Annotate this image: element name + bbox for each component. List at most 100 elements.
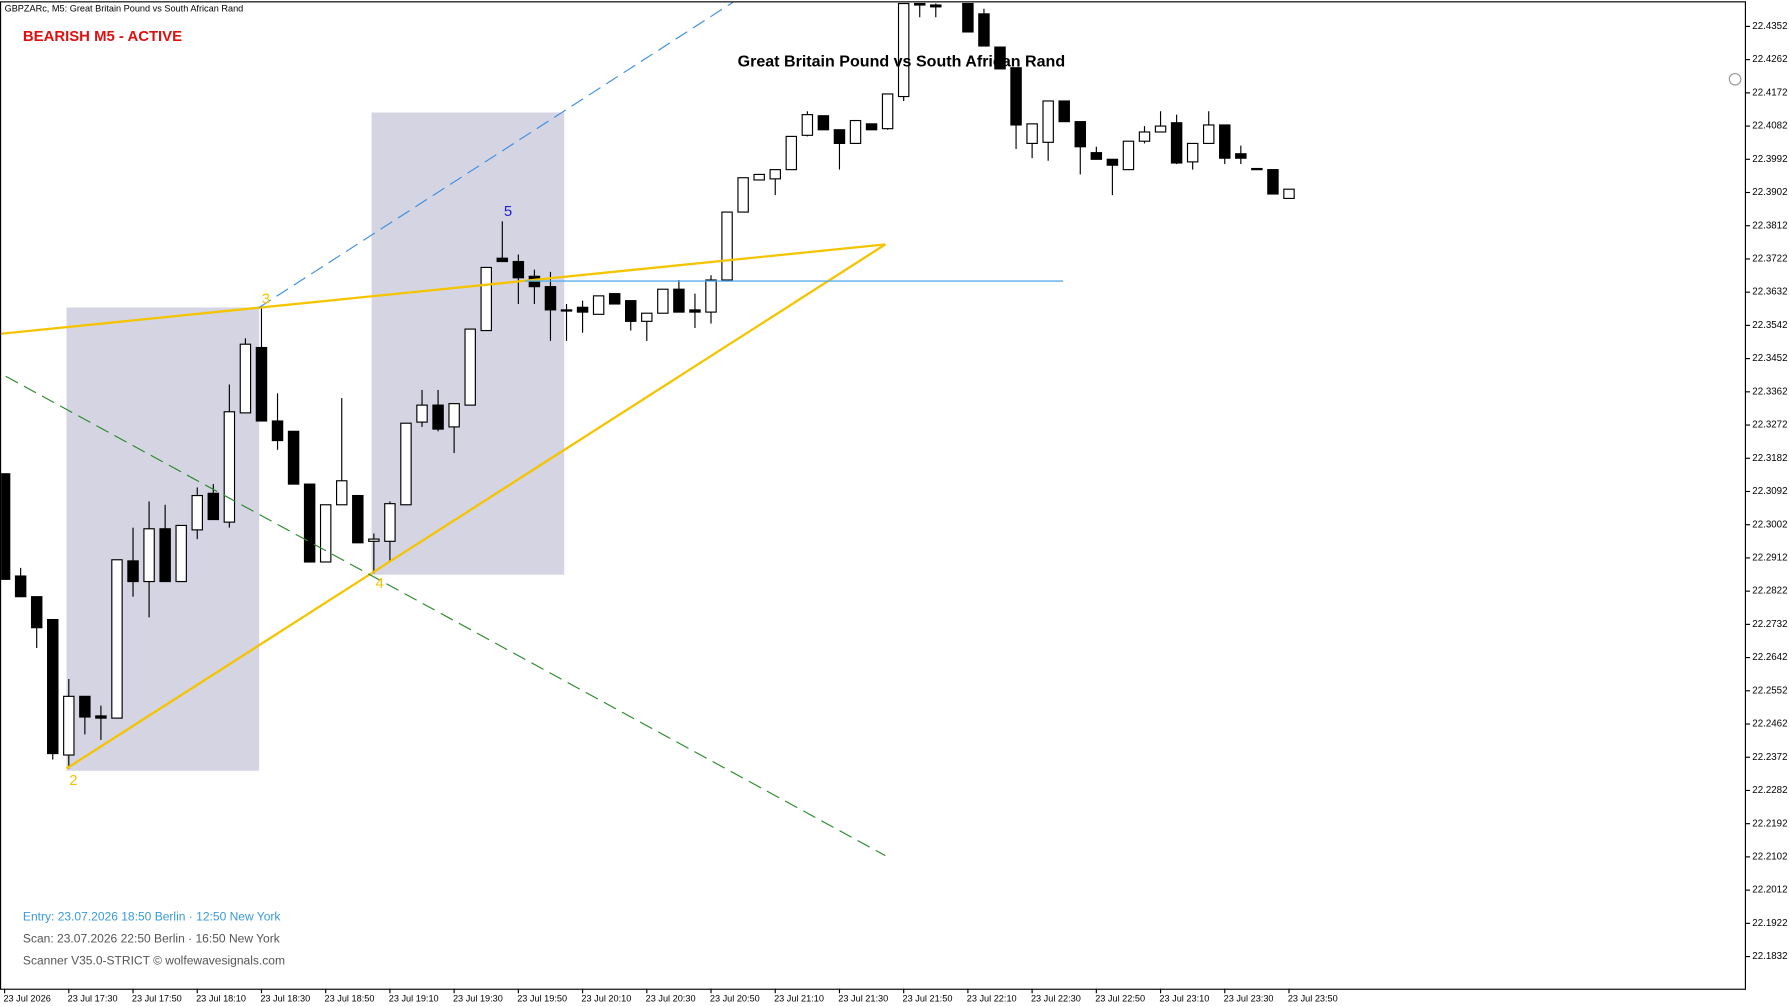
candle-body bbox=[400, 422, 412, 506]
y-tick-label: 22.4172 bbox=[1752, 87, 1787, 98]
candle-body bbox=[1251, 167, 1263, 171]
x-tick-label: 23 Jul 18:10 bbox=[196, 993, 246, 1003]
candle-body bbox=[994, 46, 1006, 70]
candle-body bbox=[930, 4, 942, 8]
y-tick-label: 22.3722 bbox=[1752, 254, 1787, 265]
candle-body bbox=[913, 2, 926, 6]
candle-body bbox=[1122, 140, 1135, 171]
candle-body bbox=[79, 695, 91, 718]
chart-header: GBPZARc, M5: Great Britain Pound vs Sout… bbox=[5, 4, 244, 14]
candle-body bbox=[223, 411, 236, 523]
y-tick-label: 22.2102 bbox=[1752, 851, 1787, 862]
candle-body bbox=[352, 494, 364, 544]
y-tick-label: 22.3992 bbox=[1752, 154, 1787, 165]
candle-body bbox=[881, 93, 894, 130]
x-tick-label: 23 Jul 19:10 bbox=[389, 993, 439, 1003]
candles bbox=[1, 2, 1295, 769]
x-tick-label: 23 Jul 2026 bbox=[3, 993, 50, 1003]
candle-body bbox=[1042, 100, 1054, 143]
candle-body bbox=[287, 430, 300, 485]
candle-body bbox=[47, 618, 59, 755]
y-tick-label: 22.3902 bbox=[1752, 187, 1787, 198]
candle-body bbox=[689, 309, 701, 313]
candle-body bbox=[432, 404, 444, 430]
candle-body bbox=[191, 494, 203, 531]
candle-body bbox=[319, 504, 332, 563]
x-tick-label: 23 Jul 22:50 bbox=[1095, 993, 1145, 1003]
x-tick-label: 23 Jul 23:50 bbox=[1288, 993, 1338, 1003]
candle-body bbox=[271, 420, 284, 442]
candle-body bbox=[448, 403, 460, 428]
y-tick-label: 22.3182 bbox=[1752, 453, 1787, 464]
candle-body bbox=[30, 596, 43, 629]
chart-title: Great Britain Pound vs South African Ran… bbox=[738, 52, 1066, 70]
candle-body bbox=[1074, 121, 1087, 148]
candle-body bbox=[1026, 123, 1038, 144]
candle-body bbox=[1, 473, 11, 580]
x-tick-label: 23 Jul 22:30 bbox=[1031, 993, 1081, 1003]
candle-body bbox=[657, 288, 669, 314]
candle-body bbox=[480, 266, 492, 332]
candle-body bbox=[849, 119, 862, 144]
y-tick-label: 22.1832 bbox=[1752, 951, 1787, 962]
y-tick-label: 22.2282 bbox=[1752, 785, 1787, 796]
candle-body bbox=[817, 115, 830, 131]
candle-body bbox=[159, 528, 171, 583]
candle-body bbox=[1154, 125, 1167, 133]
candle-body bbox=[737, 177, 749, 213]
x-tick-label: 23 Jul 17:30 bbox=[68, 993, 118, 1003]
wedge-lower bbox=[65, 243, 886, 770]
candle-body bbox=[833, 129, 846, 144]
y-tick-label: 22.3452 bbox=[1752, 353, 1787, 364]
y-tick-label: 22.3002 bbox=[1752, 519, 1787, 530]
candle-body bbox=[978, 13, 990, 47]
candle-body bbox=[1186, 142, 1199, 163]
y-tick-label: 22.3272 bbox=[1752, 420, 1787, 431]
candle-body bbox=[1106, 158, 1119, 166]
y-tick-label: 22.2012 bbox=[1752, 885, 1787, 896]
x-tick-label: 23 Jul 21:30 bbox=[838, 993, 888, 1003]
candle-body bbox=[496, 257, 509, 263]
candle-body bbox=[464, 328, 476, 406]
candle-body bbox=[127, 560, 139, 583]
info-scan: Scan: 23.07.2026 22:50 Berlin · 16:50 Ne… bbox=[23, 932, 281, 946]
y-tick-label: 22.3362 bbox=[1752, 386, 1787, 397]
candle-body bbox=[544, 286, 557, 311]
x-tick-label: 23 Jul 21:50 bbox=[903, 993, 953, 1003]
candle-body bbox=[255, 346, 268, 422]
y-tick-label: 22.3632 bbox=[1752, 287, 1787, 298]
candle-body bbox=[625, 300, 637, 322]
y-tick-label: 22.2732 bbox=[1752, 619, 1787, 630]
y-tick-label: 22.3092 bbox=[1752, 486, 1787, 497]
candle-body bbox=[1058, 100, 1070, 123]
y-tick-label: 22.2462 bbox=[1752, 719, 1787, 730]
candle-body bbox=[175, 524, 187, 583]
candle-body bbox=[641, 312, 653, 322]
wedge-upper bbox=[1, 243, 886, 335]
y-tick-label: 22.2822 bbox=[1752, 586, 1787, 597]
candle-body bbox=[143, 528, 155, 583]
x-tick-label: 23 Jul 20:50 bbox=[710, 993, 760, 1003]
x-tick-label: 23 Jul 19:50 bbox=[517, 993, 567, 1003]
candle-body bbox=[1267, 169, 1279, 195]
info-entry: Entry: 23.07.2026 18:50 Berlin · 12:50 N… bbox=[23, 910, 281, 924]
candle-body bbox=[1010, 67, 1022, 126]
x-tick-label: 23 Jul 18:50 bbox=[325, 993, 375, 1003]
y-tick-label: 22.2912 bbox=[1752, 553, 1787, 564]
candle-body bbox=[303, 483, 316, 563]
x-tick-label: 23 Jul 22:10 bbox=[967, 993, 1017, 1003]
candle-body bbox=[1219, 124, 1231, 159]
candle-body bbox=[962, 2, 974, 33]
plot-frame bbox=[0, 1, 1746, 990]
candle-body bbox=[1170, 122, 1183, 164]
candle-body bbox=[384, 503, 396, 542]
candle-body bbox=[785, 135, 798, 171]
x-tick-label: 23 Jul 18:30 bbox=[260, 993, 310, 1003]
y-tick-label: 22.3812 bbox=[1752, 220, 1787, 231]
candle-body bbox=[608, 293, 621, 305]
candle-body bbox=[801, 114, 814, 136]
candle-body bbox=[705, 279, 717, 313]
candle-body bbox=[865, 123, 878, 131]
